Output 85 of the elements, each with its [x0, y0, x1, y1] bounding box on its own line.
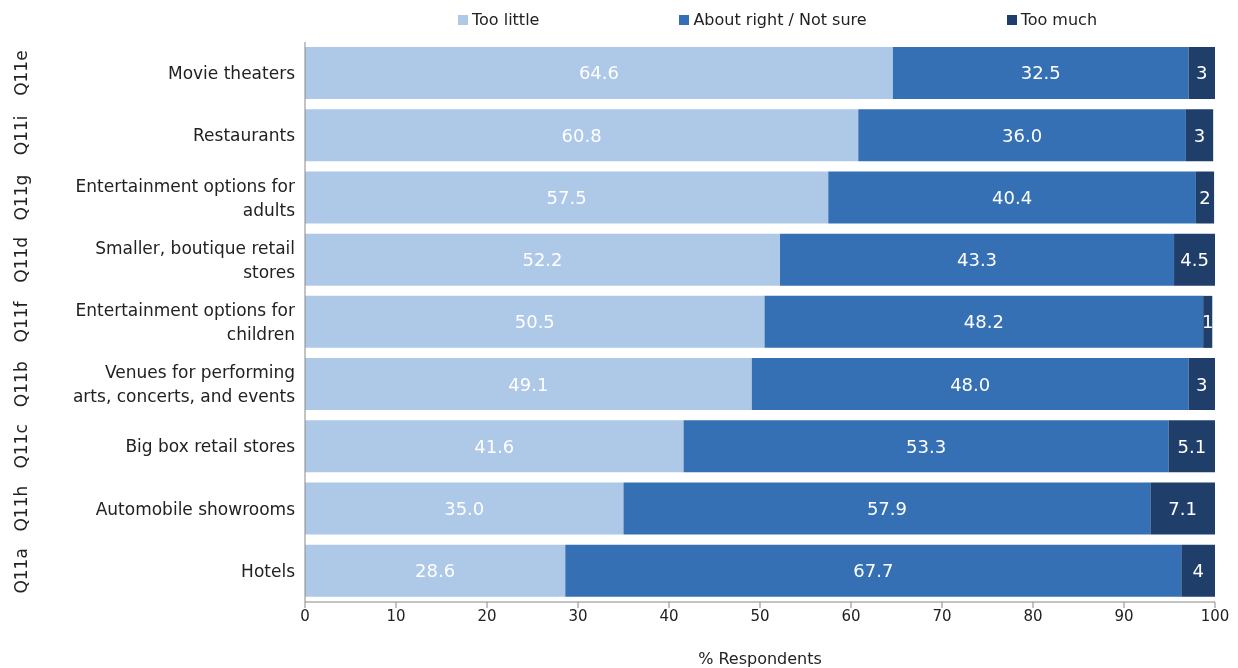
- x-axis-title: % Respondents: [698, 649, 822, 668]
- data-label: 67.7: [853, 560, 894, 582]
- bar: [683, 420, 1169, 473]
- text: Q11h: [11, 485, 31, 532]
- bar: [764, 295, 1204, 348]
- data-label: 1: [1201, 311, 1214, 333]
- data-label: 3: [1193, 124, 1206, 146]
- y-tick-label: Entertainment options for children: [75, 300, 296, 344]
- text: Q11c: [11, 424, 31, 469]
- data-label: 57.9: [866, 498, 907, 520]
- bar: [623, 482, 1151, 535]
- x-tick-label: 80: [1023, 606, 1043, 625]
- data-label: 3: [1196, 373, 1208, 395]
- bar: [1150, 482, 1215, 535]
- bar: [305, 171, 829, 224]
- legend-label: Too much: [1020, 10, 1098, 29]
- x-tick-label: 90: [1114, 606, 1134, 625]
- y-tick-label: Venues for performing arts, concerts, and events: [72, 362, 296, 407]
- data-label: 32.5: [1020, 62, 1061, 84]
- text: Q11d: [11, 236, 31, 283]
- data-label: 60.8: [561, 124, 602, 146]
- data-label: 49.1: [508, 373, 549, 395]
- y-tick-label: Hotels: [241, 560, 296, 581]
- data-label: 3: [1196, 62, 1208, 84]
- bar: [892, 46, 1189, 99]
- legend-label: About right / Not sure: [693, 10, 867, 29]
- y-tick-label: Automobile showrooms: [95, 498, 296, 519]
- data-label: 4: [1192, 560, 1204, 582]
- bar: [305, 233, 781, 286]
- data-label: 64.6: [578, 62, 619, 84]
- data-label: 36.0: [1002, 124, 1043, 146]
- legend-label: Too little: [471, 10, 540, 29]
- data-label: 28.6: [415, 560, 456, 582]
- y-tick-label: Big box retail stores: [125, 436, 296, 457]
- bar: [305, 420, 684, 473]
- data-label: 48.2: [963, 311, 1004, 333]
- x-tick-label: 50: [750, 606, 770, 625]
- y-tick-label: Entertainment options for adults: [75, 175, 296, 220]
- data-label: 50.5: [514, 311, 555, 333]
- bar: [1188, 358, 1215, 411]
- text: Q11i: [11, 115, 31, 156]
- y-tick-label: Restaurants: [193, 125, 296, 146]
- text: Q11b: [11, 361, 31, 408]
- bar: [1195, 171, 1215, 224]
- bar: [858, 109, 1186, 162]
- data-label: 7.1: [1168, 498, 1198, 520]
- x-tick-label: 0: [300, 606, 310, 625]
- bar: [305, 544, 566, 597]
- data-label: 48.0: [950, 373, 991, 395]
- bar: [828, 171, 1196, 224]
- bar: [305, 109, 859, 162]
- x-tick-label: 40: [659, 606, 679, 625]
- data-label: 40.4: [992, 186, 1033, 208]
- bar: [1174, 233, 1215, 286]
- text: Q11a: [11, 548, 31, 594]
- data-label: 35.0: [444, 498, 485, 520]
- data-label: 41.6: [474, 435, 515, 457]
- x-tick-label: 70: [932, 606, 952, 625]
- data-label: 2: [1199, 186, 1211, 208]
- bar: [1185, 109, 1214, 162]
- y-tick-label: Movie theaters: [167, 63, 296, 84]
- bar: [305, 46, 893, 99]
- x-tick-label: 100: [1200, 606, 1230, 625]
- data-label: 43.3: [957, 249, 998, 271]
- bar: [780, 233, 1175, 286]
- bar: [305, 482, 624, 535]
- bar: [565, 544, 1182, 597]
- x-tick-label: 20: [477, 606, 497, 625]
- bar: [305, 295, 765, 348]
- bar: [751, 358, 1189, 411]
- x-tick-label: 10: [386, 606, 406, 625]
- bar: [1188, 46, 1215, 99]
- text: Q11e: [11, 50, 31, 96]
- y-tick-label: Smaller, boutique retail stores: [95, 237, 296, 282]
- text: Q11f: [11, 300, 31, 343]
- x-tick-label: 60: [841, 606, 861, 625]
- text: Q11g: [11, 174, 31, 221]
- data-label: 52.2: [522, 249, 563, 271]
- x-tick-label: 30: [568, 606, 588, 625]
- data-label: 4.5: [1180, 249, 1209, 271]
- data-label: 57.5: [546, 186, 587, 208]
- data-label: 53.3: [906, 435, 947, 457]
- bar: [305, 358, 752, 411]
- bar: [1168, 420, 1215, 473]
- data-label: 5.1: [1177, 435, 1207, 457]
